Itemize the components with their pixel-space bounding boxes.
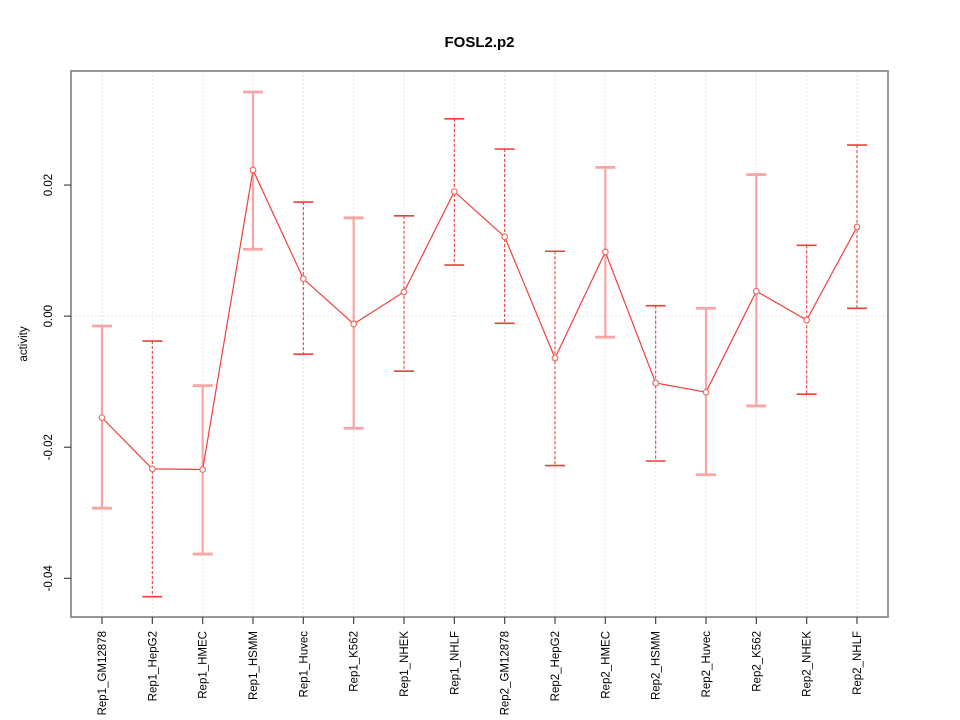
gridlines-layer — [71, 71, 888, 617]
data-point — [450, 188, 458, 196]
error-bar — [796, 244, 817, 395]
data-point — [501, 233, 509, 241]
x-tick-label: Rep1_Huvec — [298, 631, 310, 698]
x-tick-label: Rep1_HepG2 — [147, 631, 159, 701]
x-tick-label: Rep1_GM12878 — [97, 631, 109, 715]
x-tick-label: Rep2_NHEK — [802, 631, 814, 697]
x-tick-label: Rep2_HMEC — [600, 631, 612, 699]
data-point — [98, 414, 106, 422]
y-tick-label: 0.00 — [43, 305, 55, 327]
y-tick-label: -0.04 — [43, 565, 55, 592]
data-point — [702, 388, 710, 396]
data-point — [652, 379, 660, 387]
data-point — [400, 288, 408, 296]
data-point — [299, 275, 307, 283]
chart-title: FOSL2.p2 — [444, 34, 514, 51]
x-tick-label: Rep1_HSMM — [248, 631, 260, 700]
data-point — [249, 166, 257, 174]
data-point — [199, 466, 207, 473]
x-tick-label: Rep2_HepG2 — [550, 631, 562, 701]
x-tick-label: Rep2_Huvec — [701, 631, 713, 698]
x-tick-label: Rep1_NHEK — [399, 631, 411, 697]
y-tick-label: -0.02 — [43, 434, 55, 460]
data-point — [752, 287, 760, 295]
x-tick-label: Rep1_HMEC — [198, 631, 210, 699]
data-point — [601, 248, 609, 256]
y-axis-label: activity — [18, 326, 30, 361]
data-point — [803, 316, 811, 324]
data-layer — [92, 90, 867, 598]
data-point — [350, 320, 358, 328]
data-point — [551, 354, 559, 362]
plot-border — [70, 70, 889, 618]
x-tick-label: Rep1_NHLF — [449, 631, 461, 695]
data-point — [148, 465, 156, 473]
x-tick-label: Rep2_HSMM — [651, 631, 663, 700]
series-line — [101, 167, 858, 471]
axes-layer: -0.04 -0.02 0.00 0.02 Rep1_GM12878 Rep1_HepG2… — [43, 70, 889, 715]
x-tick-label: Rep1_K562 — [349, 631, 361, 692]
error-bar — [444, 118, 465, 266]
data-point — [853, 223, 861, 231]
x-tick-label: Rep2_GM12878 — [500, 631, 512, 715]
y-tick-label: 0.02 — [43, 174, 55, 196]
x-tick-label: Rep2_NHLF — [852, 631, 864, 695]
x-tick-label: Rep2_K562 — [751, 631, 763, 692]
